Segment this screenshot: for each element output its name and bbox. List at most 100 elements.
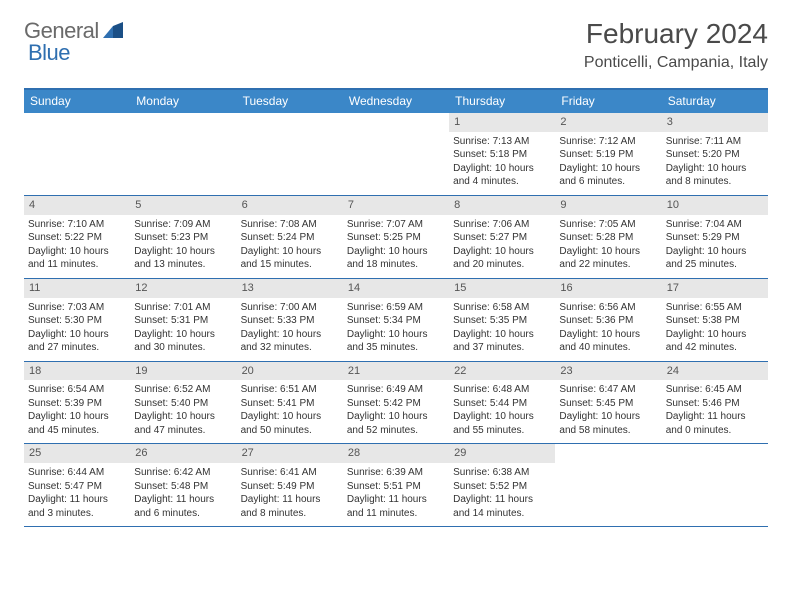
- day-number: 22: [449, 362, 555, 381]
- day-number: 16: [555, 279, 661, 298]
- sunset-line: Sunset: 5:48 PM: [134, 480, 232, 494]
- sunset-line: Sunset: 5:36 PM: [559, 314, 657, 328]
- week-row: 11Sunrise: 7:03 AMSunset: 5:30 PMDayligh…: [24, 279, 768, 362]
- day-cell: 5 Sunrise: 7:09 AMSunset: 5:23 PMDaylight…: [130, 196, 236, 278]
- sunrise-line: Sunrise: 7:03 AM: [28, 301, 126, 315]
- daylight-line: Daylight: 10 hours and 11 minutes.: [28, 245, 126, 272]
- daylight-line: Daylight: 10 hours and 35 minutes.: [347, 328, 445, 355]
- day-cell-empty: [555, 444, 661, 526]
- month-title: February 2024: [584, 18, 768, 50]
- weekday-header-row: Sunday Monday Tuesday Wednesday Thursday…: [24, 90, 768, 113]
- day-cell: 25Sunrise: 6:44 AMSunset: 5:47 PMDayligh…: [24, 444, 130, 526]
- day-cell: 3Sunrise: 7:11 AMSunset: 5:20 PMDaylight…: [662, 113, 768, 195]
- day-number: 27: [237, 444, 343, 463]
- sunset-line: Sunset: 5:31 PM: [134, 314, 232, 328]
- sunrise-line: Sunrise: 7:09 AM: [134, 218, 232, 232]
- day-cell: 1Sunrise: 7:13 AMSunset: 5:18 PMDaylight…: [449, 113, 555, 195]
- day-cell: 23Sunrise: 6:47 AMSunset: 5:45 PMDayligh…: [555, 362, 661, 444]
- daylight-line: Daylight: 10 hours and 20 minutes.: [453, 245, 551, 272]
- week-row: 25Sunrise: 6:44 AMSunset: 5:47 PMDayligh…: [24, 444, 768, 527]
- sunset-line: Sunset: 5:29 PM: [666, 231, 764, 245]
- daylight-line: Daylight: 10 hours and 50 minutes.: [241, 410, 339, 437]
- daylight-line: Daylight: 10 hours and 13 minutes.: [134, 245, 232, 272]
- weekday-heading: Thursday: [449, 90, 555, 113]
- day-cell: 8Sunrise: 7:06 AMSunset: 5:27 PMDaylight…: [449, 196, 555, 278]
- day-cell: 7Sunrise: 7:07 AMSunset: 5:25 PMDaylight…: [343, 196, 449, 278]
- weeks-container: 1Sunrise: 7:13 AMSunset: 5:18 PMDaylight…: [24, 113, 768, 527]
- daylight-line: Daylight: 10 hours and 15 minutes.: [241, 245, 339, 272]
- sunrise-line: Sunrise: 7:04 AM: [666, 218, 764, 232]
- title-block: February 2024 Ponticelli, Campania, Ital…: [584, 18, 768, 72]
- daylight-line: Daylight: 10 hours and 32 minutes.: [241, 328, 339, 355]
- day-number: 14: [343, 279, 449, 298]
- sunset-line: Sunset: 5:35 PM: [453, 314, 551, 328]
- day-number: 10: [662, 196, 768, 215]
- day-number: 17: [662, 279, 768, 298]
- sunrise-line: Sunrise: 6:52 AM: [134, 383, 232, 397]
- day-cell: 15Sunrise: 6:58 AMSunset: 5:35 PMDayligh…: [449, 279, 555, 361]
- day-cell: 22Sunrise: 6:48 AMSunset: 5:44 PMDayligh…: [449, 362, 555, 444]
- location-subtitle: Ponticelli, Campania, Italy: [584, 54, 768, 72]
- sunrise-line: Sunrise: 6:56 AM: [559, 301, 657, 315]
- day-cell: 11Sunrise: 7:03 AMSunset: 5:30 PMDayligh…: [24, 279, 130, 361]
- sunrise-line: Sunrise: 7:01 AM: [134, 301, 232, 315]
- day-number: 23: [555, 362, 661, 381]
- sunset-line: Sunset: 5:23 PM: [134, 231, 232, 245]
- day-cell: 6Sunrise: 7:08 AMSunset: 5:24 PMDaylight…: [237, 196, 343, 278]
- logo-mark-icon: [103, 22, 125, 40]
- sunset-line: Sunset: 5:38 PM: [666, 314, 764, 328]
- day-cell: 9Sunrise: 7:05 AMSunset: 5:28 PMDaylight…: [555, 196, 661, 278]
- daylight-line: Daylight: 10 hours and 58 minutes.: [559, 410, 657, 437]
- day-cell: 2Sunrise: 7:12 AMSunset: 5:19 PMDaylight…: [555, 113, 661, 195]
- weekday-heading: Tuesday: [237, 90, 343, 113]
- day-cell: 20Sunrise: 6:51 AMSunset: 5:41 PMDayligh…: [237, 362, 343, 444]
- sunrise-line: Sunrise: 6:38 AM: [453, 466, 551, 480]
- daylight-line: Daylight: 10 hours and 30 minutes.: [134, 328, 232, 355]
- daylight-line: Daylight: 10 hours and 40 minutes.: [559, 328, 657, 355]
- sunset-line: Sunset: 5:28 PM: [559, 231, 657, 245]
- day-cell: 21Sunrise: 6:49 AMSunset: 5:42 PMDayligh…: [343, 362, 449, 444]
- day-number: 26: [130, 444, 236, 463]
- day-cell: 16 Sunrise: 6:56 AMSunset: 5:36 PMDayligh…: [555, 279, 661, 361]
- day-number: 24: [662, 362, 768, 381]
- sunrise-line: Sunrise: 6:44 AM: [28, 466, 126, 480]
- weekday-heading: Friday: [555, 90, 661, 113]
- header: General February 2024 Ponticelli, Campan…: [0, 0, 792, 80]
- sunrise-line: Sunrise: 7:05 AM: [559, 218, 657, 232]
- sunrise-line: Sunrise: 6:59 AM: [347, 301, 445, 315]
- day-number: 21: [343, 362, 449, 381]
- daylight-line: Daylight: 10 hours and 42 minutes.: [666, 328, 764, 355]
- sunrise-line: Sunrise: 7:11 AM: [666, 135, 764, 149]
- day-number: 28: [343, 444, 449, 463]
- sunrise-line: Sunrise: 7:13 AM: [453, 135, 551, 149]
- daylight-line: Daylight: 10 hours and 47 minutes.: [134, 410, 232, 437]
- sunset-line: Sunset: 5:34 PM: [347, 314, 445, 328]
- day-number: 29: [449, 444, 555, 463]
- day-number: 8: [449, 196, 555, 215]
- day-number: 6: [237, 196, 343, 215]
- week-row: 1Sunrise: 7:13 AMSunset: 5:18 PMDaylight…: [24, 113, 768, 196]
- day-cell: 12Sunrise: 7:01 AMSunset: 5:31 PMDayligh…: [130, 279, 236, 361]
- sunrise-line: Sunrise: 6:58 AM: [453, 301, 551, 315]
- daylight-line: Daylight: 11 hours and 6 minutes.: [134, 493, 232, 520]
- sunset-line: Sunset: 5:18 PM: [453, 148, 551, 162]
- calendar: Sunday Monday Tuesday Wednesday Thursday…: [24, 88, 768, 527]
- day-cell: 24 Sunrise: 6:45 AMSunset: 5:46 PMDayligh…: [662, 362, 768, 444]
- sunrise-line: Sunrise: 6:45 AM: [666, 383, 764, 397]
- sunset-line: Sunset: 5:45 PM: [559, 397, 657, 411]
- day-cell: 4Sunrise: 7:10 AMSunset: 5:22 PMDaylight…: [24, 196, 130, 278]
- daylight-line: Daylight: 11 hours and 0 minutes.: [666, 410, 764, 437]
- day-cell: 13Sunrise: 7:00 AMSunset: 5:33 PMDayligh…: [237, 279, 343, 361]
- day-number: 18: [24, 362, 130, 381]
- day-cell: 29Sunrise: 6:38 AMSunset: 5:52 PMDayligh…: [449, 444, 555, 526]
- sunrise-line: Sunrise: 7:08 AM: [241, 218, 339, 232]
- daylight-line: Daylight: 10 hours and 4 minutes.: [453, 162, 551, 189]
- sunset-line: Sunset: 5:42 PM: [347, 397, 445, 411]
- day-number: 3: [662, 113, 768, 132]
- day-cell: 18Sunrise: 6:54 AMSunset: 5:39 PMDayligh…: [24, 362, 130, 444]
- sunrise-line: Sunrise: 6:55 AM: [666, 301, 764, 315]
- sunset-line: Sunset: 5:46 PM: [666, 397, 764, 411]
- day-number: 5: [130, 196, 236, 215]
- sunset-line: Sunset: 5:33 PM: [241, 314, 339, 328]
- daylight-line: Daylight: 10 hours and 8 minutes.: [666, 162, 764, 189]
